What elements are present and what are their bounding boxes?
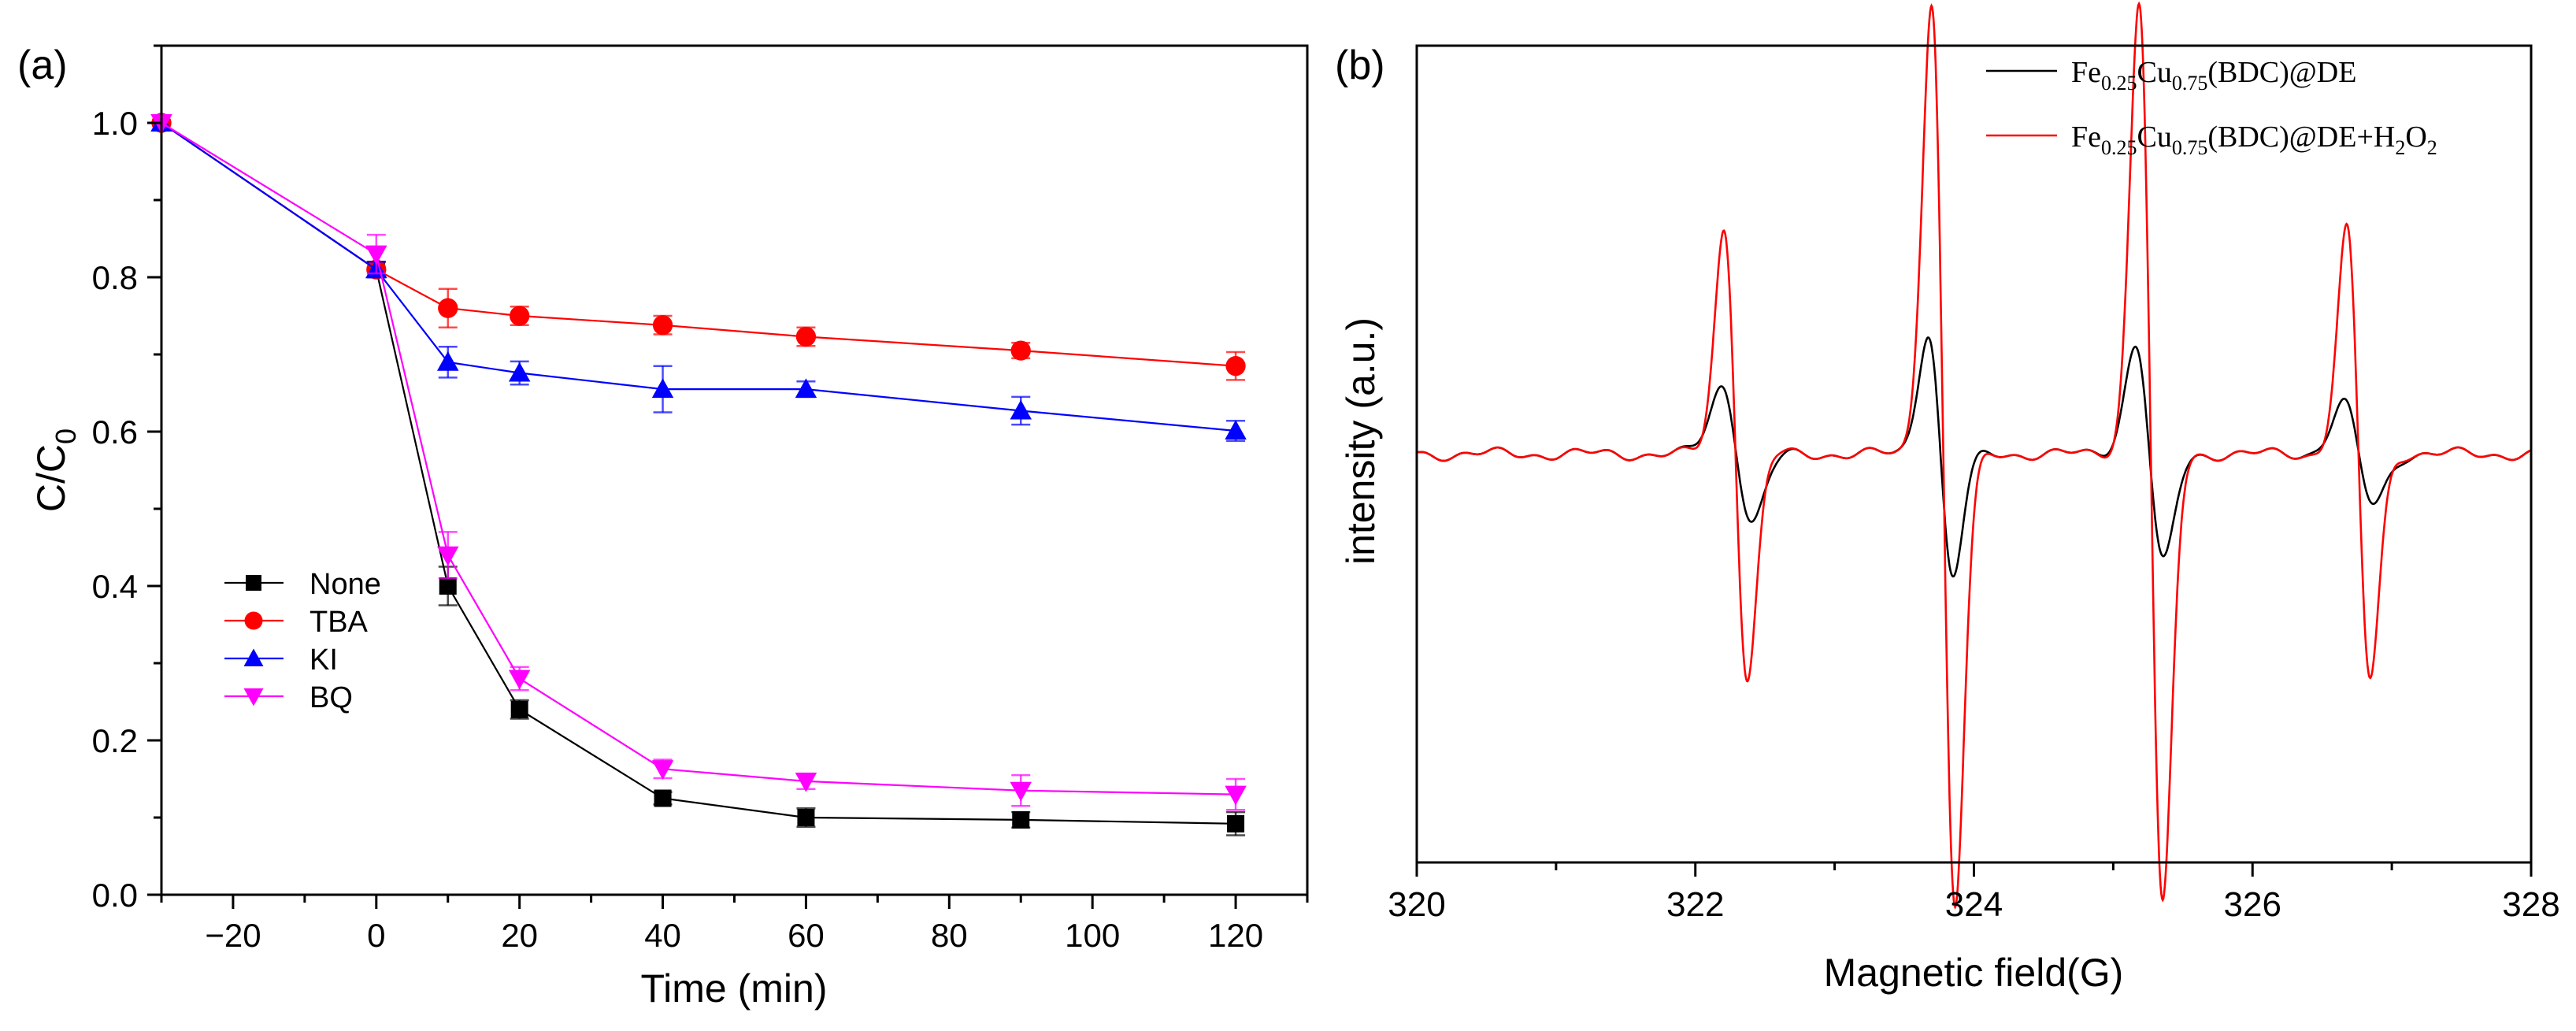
x-tick-label: 120 — [1208, 917, 1263, 954]
panel-b-y-axis-label: intensity (a.u.) — [1339, 317, 1383, 565]
spectrum-line — [1416, 1, 2532, 910]
panel-a-y-axis-label: C/C0 — [29, 428, 82, 512]
x-tick-label: 322 — [1666, 885, 1724, 924]
legend-item-ki: KI — [224, 643, 338, 677]
data-point — [1225, 785, 1247, 806]
data-point — [795, 326, 817, 347]
series-tba — [151, 113, 1246, 381]
series-none — [153, 114, 1246, 836]
y-tick-label: 0.0 — [92, 877, 138, 914]
data-point — [1225, 420, 1247, 440]
data-point — [365, 245, 387, 265]
data-point — [654, 789, 672, 807]
data-point — [651, 760, 674, 781]
data-point — [795, 772, 817, 792]
panel-b-plot-frame — [1415, 44, 2533, 864]
y-tick-label: 0.8 — [92, 259, 138, 296]
series-line — [161, 122, 1236, 796]
data-point — [439, 577, 457, 595]
data-point — [508, 669, 531, 690]
legend-label: BQ — [309, 681, 353, 714]
x-tick-label: 60 — [788, 917, 825, 954]
series-fe-cu-bdc-de-h2o2 — [1416, 1, 2532, 910]
x-tick-label: −20 — [205, 917, 261, 954]
x-tick-label: 324 — [1945, 885, 2003, 924]
legend-label: Fe0.25Cu0.75(BDC)@DE — [2071, 56, 2356, 95]
data-point — [437, 546, 459, 566]
legend-label: Fe0.25Cu0.75(BDC)@DE+H2O2 — [2071, 121, 2437, 159]
data-point — [795, 378, 817, 399]
svg-text:C/C0: C/C0 — [29, 428, 82, 512]
x-tick-label: 326 — [2224, 885, 2281, 924]
data-point — [438, 298, 458, 318]
y-tick-label: 1.0 — [92, 105, 138, 142]
data-point — [797, 809, 815, 826]
y-tick-label: 0.4 — [92, 568, 138, 605]
data-point — [1225, 356, 1246, 376]
panel-a-label: (a) — [17, 43, 68, 88]
y-tick-label: 0.6 — [92, 414, 138, 451]
series-ki — [150, 112, 1247, 443]
data-point — [1012, 810, 1030, 829]
legend-item-fe-cu-bdc-de: Fe0.25Cu0.75(BDC)@DE — [1986, 56, 2356, 95]
legend-marker — [243, 688, 264, 706]
data-point — [652, 315, 673, 336]
data-point — [1010, 781, 1032, 802]
panel-a-plot-frame — [160, 44, 1309, 896]
legend-label: TBA — [309, 606, 369, 639]
data-point — [508, 362, 531, 382]
legend-marker — [243, 648, 264, 666]
series-line — [161, 122, 1236, 367]
x-tick-label: 328 — [2502, 885, 2559, 924]
data-point — [651, 378, 674, 399]
panel-b-chart: (b) 320 322 324 326 328 Magnetic field(G) in… — [1335, 1, 2560, 995]
legend-marker — [246, 575, 261, 591]
x-tick-label: 40 — [644, 917, 681, 954]
x-tick-label: 320 — [1388, 885, 1445, 924]
panel-b-x-axis-label: Magnetic field(G) — [1824, 951, 2124, 995]
panel-a-legend: None TBA KI BQ — [224, 568, 381, 714]
data-point — [1227, 814, 1245, 833]
legend-item-bq: BQ — [224, 681, 353, 714]
series-line — [161, 122, 1236, 432]
series-fe-cu-bdc-de — [1416, 336, 2532, 578]
panel-a-x-axis-label: Time (min) — [640, 966, 827, 1011]
legend-item-none: None — [224, 568, 381, 601]
legend-label: KI — [309, 643, 338, 677]
data-point — [1010, 399, 1032, 420]
x-tick-label: 20 — [501, 917, 538, 954]
data-point — [510, 306, 530, 326]
series-line — [161, 122, 1236, 825]
data-point — [437, 351, 459, 371]
series-bq — [150, 114, 1247, 811]
legend-marker — [244, 611, 263, 630]
panel-a-chart: (a) −20 0 20 40 60 80 100 120 0.0 0.2 0.4 0.6 0.8 1.0… — [17, 43, 1309, 1011]
data-point — [1010, 340, 1031, 361]
legend-label: None — [309, 568, 381, 601]
legend-item-fe-cu-bdc-de-h2o2: Fe0.25Cu0.75(BDC)@DE+H2O2 — [1986, 121, 2437, 159]
y-tick-label: 0.2 — [92, 722, 138, 759]
spectrum-line — [1416, 336, 2532, 578]
panel-b-label: (b) — [1335, 43, 1385, 88]
data-point — [510, 700, 528, 718]
panel-b-legend: Fe0.25Cu0.75(BDC)@DE Fe0.25Cu0.75(BDC)@DE… — [1986, 56, 2437, 159]
x-tick-label: 0 — [367, 917, 385, 954]
x-tick-label: 80 — [931, 917, 968, 954]
legend-item-tba: TBA — [224, 606, 369, 639]
x-tick-label: 100 — [1065, 917, 1120, 954]
